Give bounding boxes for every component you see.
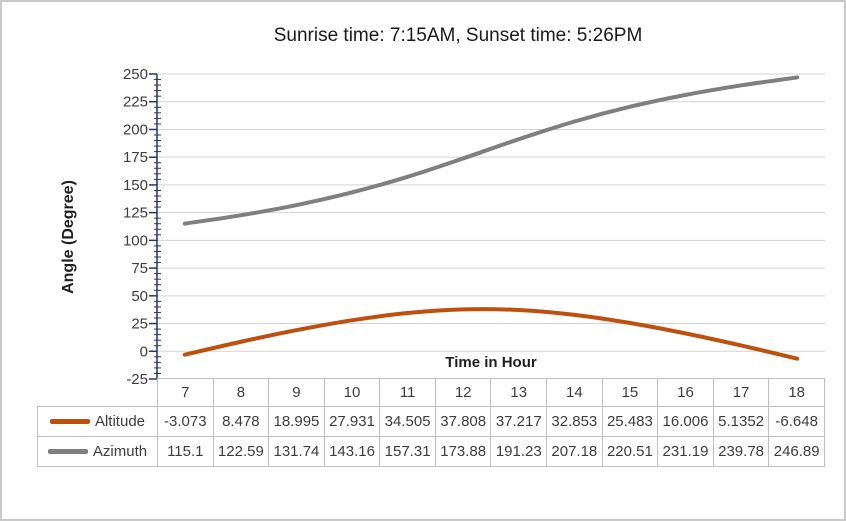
category-header-cell: 18 (768, 378, 825, 407)
value-cell: 207.18 (546, 436, 603, 467)
category-header-cell: 10 (323, 378, 381, 407)
value-cell: 239.78 (712, 436, 770, 467)
value-cell: 220.51 (601, 436, 659, 467)
value-cell: 5.1352 (712, 406, 770, 437)
value-cell: 34.505 (379, 406, 436, 437)
series-name-label: Azimuth (92, 443, 148, 460)
value-cell: 37.217 (490, 406, 548, 437)
y-axis-tick-label: 150 (123, 177, 148, 194)
value-cell: 131.74 (268, 436, 325, 467)
value-cell: 191.23 (490, 436, 548, 467)
value-cell: 27.931 (323, 406, 381, 437)
value-cell: 157.31 (379, 436, 436, 467)
value-cell: 143.16 (323, 436, 381, 467)
y-axis-tick-label: 250 (123, 66, 148, 83)
y-axis-title: Angle (Degree) (60, 180, 77, 294)
category-header-cell: 16 (657, 378, 714, 407)
value-cell: 16.006 (657, 406, 714, 437)
y-axis-tick-label: -25 (126, 371, 148, 388)
category-header-cell: 9 (268, 378, 325, 407)
value-cell: 231.19 (657, 436, 714, 467)
y-axis-tick-label: 225 (123, 94, 148, 111)
value-cell: 246.89 (768, 436, 825, 467)
altitude-series-line (182, 307, 800, 361)
value-cell: 32.853 (546, 406, 603, 437)
y-axis-tick-label: 125 (123, 205, 148, 222)
category-header-cell: 17 (712, 378, 770, 407)
x-axis-title: Time in Hour (445, 354, 537, 371)
legend-key-cell: Azimuth (37, 436, 158, 467)
value-cell: 8.478 (212, 406, 270, 437)
category-header-cell: 12 (434, 378, 492, 407)
value-cell: 25.483 (601, 406, 659, 437)
value-cell: 122.59 (212, 436, 270, 467)
value-cell: -3.073 (157, 406, 214, 437)
value-cell: 37.808 (434, 406, 492, 437)
y-axis-tick-label: 25 (131, 316, 148, 333)
category-header-cell: 14 (546, 378, 603, 407)
series-name-label: Altitude (94, 413, 146, 430)
category-header-cell: 7 (157, 378, 214, 407)
y-axis-tick-label: 100 (123, 232, 148, 249)
y-axis-tick-label: 75 (131, 260, 148, 277)
value-cell: 115.1 (157, 436, 214, 467)
legend-key-cell: Altitude (37, 406, 158, 437)
table-corner-cell (38, 379, 158, 407)
altitude-line-swatch-icon (49, 418, 90, 424)
category-header-cell: 8 (212, 378, 270, 407)
azimuth-table-row: Azimuth 115.1 122.59 131.74 143.16 157.31 173.… (37, 436, 825, 467)
category-header-cell: 13 (490, 378, 548, 407)
y-axis-tick-label: 50 (131, 288, 148, 305)
category-header-cell: 15 (601, 378, 659, 407)
value-cell: 18.995 (268, 406, 325, 437)
y-axis-tick-label: 175 (123, 149, 148, 166)
y-axis-tick-label: 200 (123, 121, 148, 138)
category-header-cell: 11 (379, 378, 436, 407)
chart-title: Sunrise time: 7:15AM, Sunset time: 5:26P… (273, 25, 643, 46)
value-cell: -6.648 (768, 406, 825, 437)
azimuth-line-swatch-icon (47, 448, 88, 454)
chart-data-table: 7 8 9 10 11 12 13 14 15 16 17 18 Altitude -3.073 8.478… (37, 378, 825, 467)
y-axis-tick-label: 0 (140, 343, 148, 360)
category-header-row: 7 8 9 10 11 12 13 14 15 16 17 18 (38, 378, 825, 407)
altitude-table-row: Altitude -3.073 8.478 18.995 27.931 34.505 37.… (37, 406, 825, 437)
value-cell: 173.88 (434, 436, 492, 467)
azimuth-series-line (182, 75, 800, 226)
